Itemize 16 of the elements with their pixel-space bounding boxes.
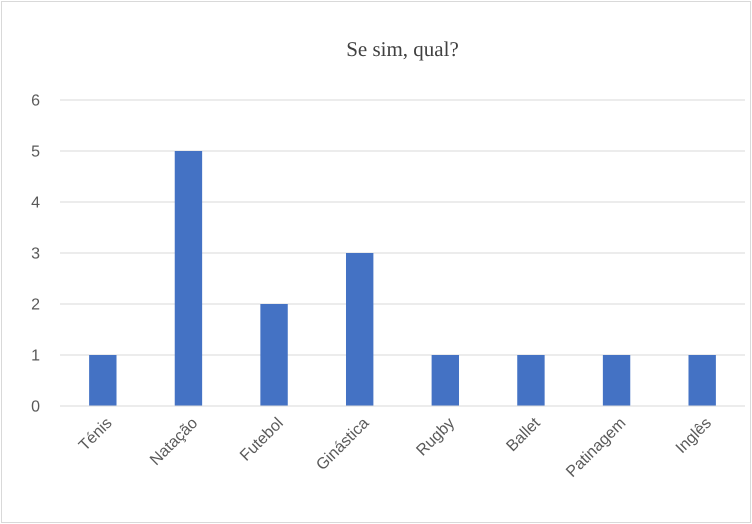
y-tick-label: 6: [31, 92, 40, 110]
bar: [174, 151, 202, 406]
bar: [346, 253, 374, 406]
bar: [432, 355, 460, 406]
y-tick-label: 3: [31, 246, 40, 263]
chart-title: Se sim, qual?: [346, 37, 459, 61]
y-tick-label: 5: [31, 144, 40, 161]
bar: [260, 304, 288, 406]
y-tick-label: 4: [31, 194, 40, 212]
bar: [602, 355, 630, 406]
bar: [688, 355, 716, 406]
y-tick-label: 2: [31, 296, 40, 314]
bar: [517, 355, 545, 406]
y-tick-label: 1: [31, 348, 40, 365]
y-tick-label: 0: [31, 398, 40, 416]
bar: [89, 355, 117, 406]
